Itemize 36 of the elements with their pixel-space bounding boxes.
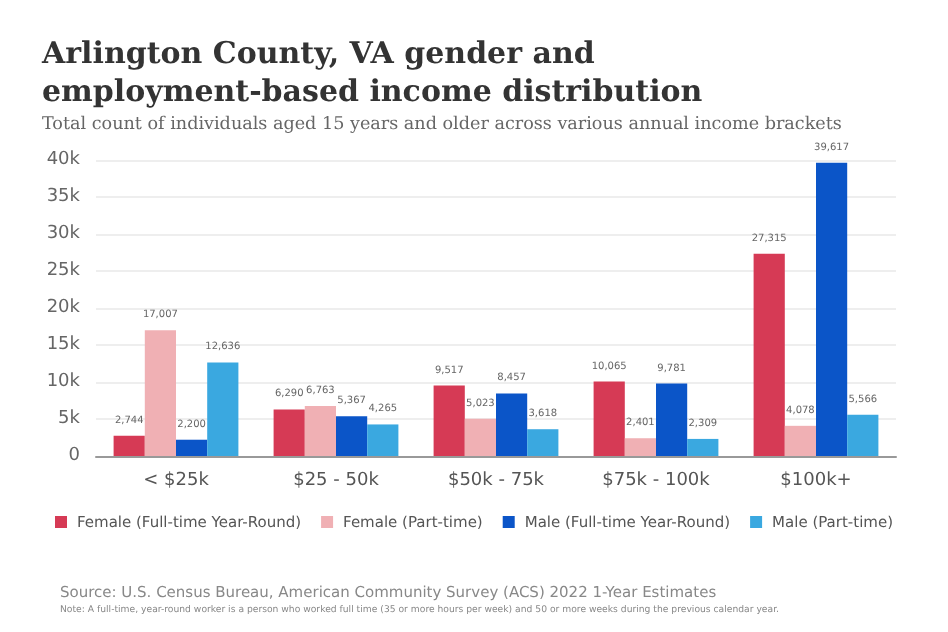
x-tick-label: $50k - 75k: [447, 471, 546, 491]
bar: [113, 435, 145, 456]
x-tick-label: < $25k: [143, 471, 211, 491]
chart-title: Arlington County, VA gender and employment-based income distribution: [40, 35, 703, 109]
bar: [816, 162, 848, 456]
y-tick-label: 15k: [46, 335, 82, 355]
bar: [464, 418, 496, 456]
y-tick-label: 35k: [46, 187, 82, 207]
y-tick-label: 0: [68, 446, 81, 466]
bar: [527, 429, 559, 456]
y-tick-label: 30k: [46, 224, 82, 244]
bar: [433, 385, 465, 456]
bar: [273, 409, 305, 456]
bar: [336, 416, 368, 456]
bar: [593, 381, 625, 456]
x-tick-label: $75k - 100k: [602, 471, 712, 491]
y-tick-label: 40k: [46, 150, 82, 170]
x-tick-label: $100k+: [780, 471, 852, 491]
bar: [304, 405, 336, 456]
chart-subtitle: Total count of individuals aged 15 years and older across various annual income brackets: [42, 115, 843, 135]
bar: [207, 362, 239, 456]
bar: [496, 393, 528, 456]
y-tick-label: 10k: [46, 372, 82, 392]
y-tick-label: 5k: [58, 409, 82, 429]
bar: [367, 424, 399, 456]
bar: [753, 253, 785, 456]
y-tick-label: 25k: [46, 261, 82, 281]
bar: [176, 439, 208, 456]
bar: [144, 330, 176, 456]
x-tick-label: $25 - 50k: [293, 471, 381, 491]
bar: [656, 383, 688, 456]
bar: [624, 438, 656, 456]
bar: [784, 425, 816, 456]
bar: [847, 414, 879, 456]
y-tick-label: 20k: [46, 298, 82, 318]
bar: [687, 438, 719, 456]
